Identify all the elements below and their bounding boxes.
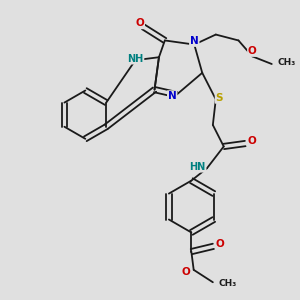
Text: S: S <box>216 93 223 103</box>
Text: HN: HN <box>189 162 206 172</box>
Text: CH₃: CH₃ <box>277 58 295 67</box>
Text: O: O <box>215 239 224 249</box>
Text: N: N <box>168 91 177 101</box>
Text: NH: NH <box>127 54 143 64</box>
Text: O: O <box>247 136 256 146</box>
Text: O: O <box>182 267 191 277</box>
Text: O: O <box>248 46 257 56</box>
Text: CH₃: CH₃ <box>218 279 236 288</box>
Text: N: N <box>190 36 199 46</box>
Text: O: O <box>135 18 144 28</box>
